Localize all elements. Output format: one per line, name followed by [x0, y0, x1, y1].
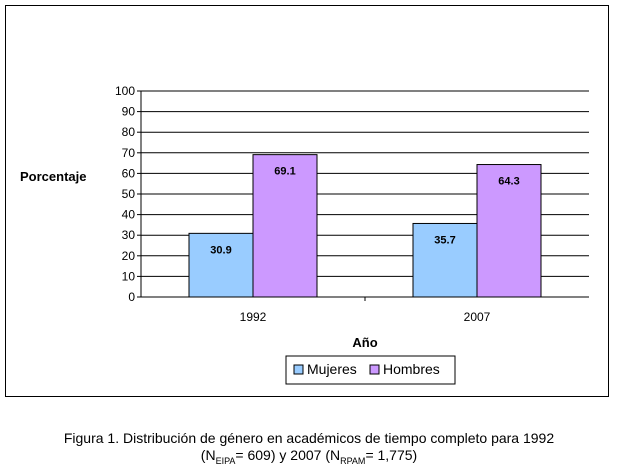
y-tick-label: 40 — [122, 208, 136, 222]
bar-chart: 0 10 20 30 40 50 60 70 80 90 100 30.9 69.1 1992 35.7 64… — [20, 84, 589, 385]
caption-mid: = 609) y 2007 (N — [235, 447, 341, 463]
legend-box — [285, 355, 456, 385]
data-label: 64.3 — [498, 176, 519, 188]
caption-end: = 1,775) — [365, 447, 418, 463]
x-axis-title: Año — [352, 335, 377, 350]
y-tick-label: 60 — [122, 166, 136, 180]
y-tick-label: 80 — [122, 125, 136, 139]
x-tick-label: 2007 — [464, 310, 491, 324]
data-label: 35.7 — [434, 234, 455, 246]
y-tick-label: 30 — [122, 228, 136, 242]
legend-label-hombres: Hombres — [383, 361, 440, 377]
data-label: 69.1 — [274, 166, 295, 178]
chart-frame: 0 10 20 30 40 50 60 70 80 90 100 30.9 69.1 1992 35.7 64… — [5, 5, 609, 397]
y-tick-label: 100 — [115, 84, 135, 98]
bar-mujeres-1992 — [188, 232, 254, 298]
y-tick-label: 70 — [122, 146, 136, 160]
legend-swatch-hombres — [369, 364, 380, 375]
figure-caption: Figura 1. Distribución de género en acad… — [0, 430, 618, 470]
caption-line-2: (NEIPA= 609) y 2007 (NRPAM= 1,775) — [0, 447, 618, 470]
legend-swatch-mujeres — [293, 364, 304, 375]
y-tick-label: 50 — [122, 187, 136, 201]
caption-sub-eipa: EIPA — [215, 455, 236, 466]
legend-label-mujeres: Mujeres — [307, 361, 357, 377]
y-tick-label: 0 — [128, 290, 135, 304]
y-tick-label: 20 — [122, 249, 136, 263]
bar-hombres-1992 — [252, 154, 318, 298]
caption-sub-rpam: RPAM — [340, 455, 366, 466]
bar-hombres-2007 — [476, 164, 542, 298]
caption-open: (N — [200, 447, 216, 463]
y-axis-title: Porcentaje — [20, 169, 86, 184]
caption-line-1: Figura 1. Distribución de género en acad… — [63, 430, 555, 446]
x-tick-label: 1992 — [240, 310, 267, 324]
y-tick-label: 90 — [122, 105, 136, 119]
y-tick-label: 10 — [122, 269, 136, 283]
bar-mujeres-2007 — [412, 222, 478, 298]
data-label: 30.9 — [210, 244, 231, 256]
